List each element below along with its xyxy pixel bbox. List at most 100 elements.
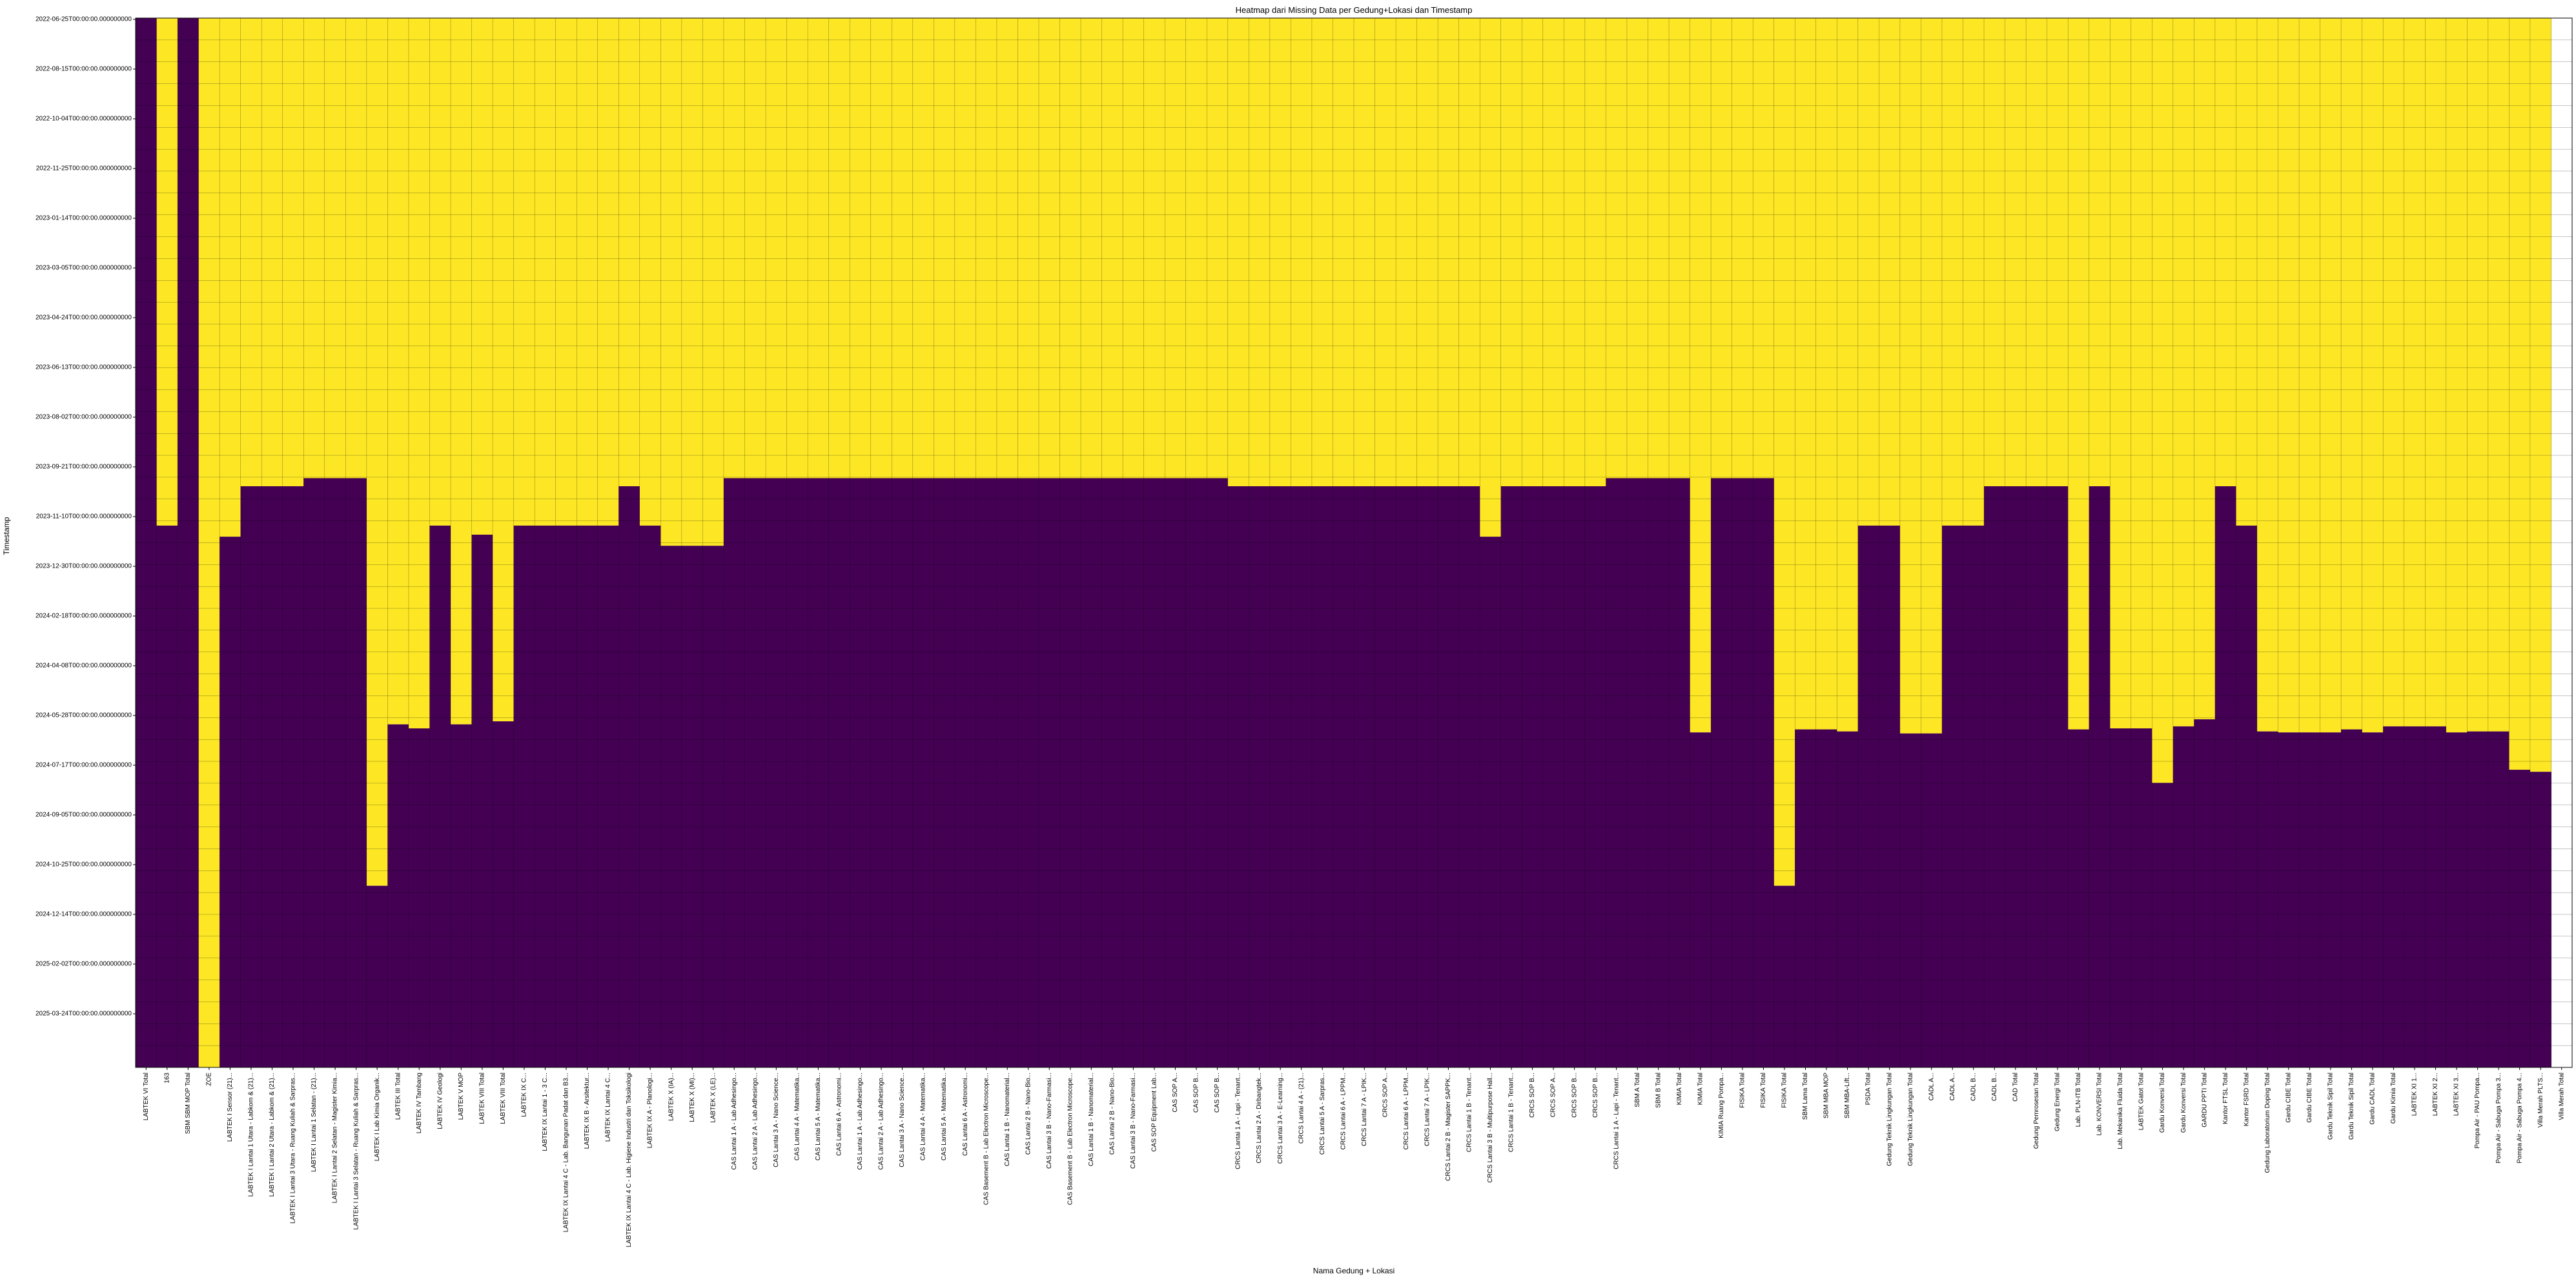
cell-missing [2047,18,2069,486]
cell-missing [1354,18,1376,486]
x-tick-label: CRCS Lantai 6 A - LPPM... [1340,1073,1347,1150]
cell-missing [1165,18,1187,478]
cell-present [1081,478,1103,1067]
cell-present [261,486,283,1067]
x-tick-label: LABTEK XI 2... [2432,1073,2439,1116]
cell-present [1291,486,1313,1067]
x-tick-label: CAS Lantai 4 A - Matematika... [793,1073,801,1160]
cell-present [1500,486,1522,1067]
x-tick-label: FISIKA Total [1739,1073,1746,1108]
x-tick-label: Lab. PLN-ITB Total [2075,1073,2082,1127]
x-tick-label: CRCS Lantai 7 A - LPIK... [1361,1073,1368,1146]
cell-missing [1837,18,1859,732]
cell-present [1542,486,1564,1067]
cell-present [387,724,409,1067]
cell-present [1774,885,1795,1067]
cell-missing [892,18,914,478]
cell-missing [2278,18,2300,733]
x-tick-label: LABTEK IX Lantai 4 C - Lab. Higiene Indu… [626,1073,633,1248]
y-tick-label: 2024-05-28T00:00:00.000000000 [36,712,132,719]
cell-missing [2362,18,2384,733]
x-tick-label: CAS Basement B - Lab Electron Microscope… [983,1073,990,1205]
cell-missing [639,18,661,526]
cell-present [240,486,262,1067]
x-tick-label: LABTEK I Lantai 3 Utara - Ruang Kuliah &… [290,1073,297,1224]
x-tick-label: KIMIA Total [1676,1073,1683,1105]
cell-present [2214,486,2236,1067]
cell-present [934,478,956,1067]
cell-present [2278,732,2300,1067]
x-tick-label: CADL B... [1991,1073,1998,1101]
x-tick-label: Kantor FSRD Total [2243,1073,2250,1126]
y-tick-label: 2022-10-04T00:00:00.000000000 [36,116,132,123]
cell-present [1857,525,1879,1067]
x-tick-label: CRCS SOP A... [1382,1073,1389,1117]
cell-present [2509,770,2531,1067]
cell-missing [2404,18,2426,726]
x-tick-label: LABTEK IX A - Planologi... [647,1073,654,1148]
y-axis-ticks: 2022-06-25T00:00:00.000000000 2022-08-15T… [36,16,136,1018]
cell-present [976,478,997,1067]
x-tick-label: LABTEK IX Lantai 1 - 3 C... [542,1073,549,1151]
cell-present [345,478,367,1067]
x-tick-label: CADL B... [1970,1073,1977,1101]
cell-present [1879,525,1901,1067]
cell-missing [2383,18,2405,726]
x-tick-label: Villa Merah PLTS... [2537,1073,2544,1127]
y-tick-label: 2024-09-05T00:00:00.000000000 [36,812,132,819]
cell-present [639,525,661,1067]
x-tick-label: CRCS Lantai 4 A - (21)... [1298,1073,1305,1144]
cell-missing [786,18,808,478]
cell-present [2068,729,2090,1067]
cell-present [136,18,158,1067]
cell-missing [1480,18,1502,537]
cell-present [618,486,640,1067]
y-tick-label: 2025-02-02T00:00:00.000000000 [36,961,132,968]
cell-missing [451,18,473,725]
cell-missing [850,18,872,478]
cell-missing [2131,18,2152,728]
x-tick-label: CAS Lantai 5 A - Matematika... [815,1073,822,1160]
cell-missing [1123,18,1145,478]
x-tick-label: CRCS Lantai 1 B - Tenant... [1508,1073,1515,1152]
cell-missing [493,18,515,722]
cell-missing [2089,18,2111,486]
cell-present [2404,726,2426,1067]
cell-present [408,728,430,1067]
x-tick-label: CAS Lantai 6 A - Astronomi... [962,1073,969,1156]
cell-present [744,478,766,1067]
cell-present [786,478,808,1067]
cell-present [1438,486,1460,1067]
cell-present [1311,486,1333,1067]
x-tick-label: FISIKA Total [1781,1073,1788,1108]
cell-missing [1774,18,1795,886]
cell-missing [555,18,577,526]
cell-missing [1584,18,1606,486]
cell-present [954,478,976,1067]
cell-missing [2467,18,2489,732]
cell-missing [1984,18,2006,486]
cell-missing [282,18,304,486]
cell-missing [1899,18,1921,734]
cell-missing [1185,18,1207,478]
x-tick-label: Pompa Air - PAU Pompa... [2474,1073,2481,1149]
x-tick-label: Gedung Teknik Lingkungan Total [1886,1073,1893,1166]
cell-missing [513,18,535,526]
cell-missing [408,18,430,728]
x-tick-label: CAS Lantai 1 A - Lab Adhesingo... [857,1073,864,1170]
x-tick-label: CRCS Lantai 2 B - Magister SAPPK... [1445,1073,1452,1181]
x-tick-label: Gardu Kimia Total [2390,1073,2397,1124]
x-tick-label: Gardu Konversi Total [2180,1073,2187,1133]
x-tick-label: CAS Lantai 1 B - Nanomaterial... [1004,1073,1011,1166]
cell-missing [2005,18,2027,486]
cell-missing [954,18,976,478]
cell-missing [1017,18,1039,478]
cell-missing [618,18,640,486]
x-tick-label: LABTEK I Lantai 2 Selatan - Magister Kim… [332,1073,339,1203]
x-tick-label: LABTEK I Lantai 3 Selatan - Ruang Kuliah… [353,1073,360,1229]
cell-missing [2425,18,2447,726]
x-tick-label: Gedung Laboratorium Doping Total [2264,1073,2271,1173]
x-tick-label: CAS Lantai 2 B - Nano-Bio... [1109,1073,1116,1155]
cell-missing [1101,18,1123,478]
cell-present [723,478,745,1067]
